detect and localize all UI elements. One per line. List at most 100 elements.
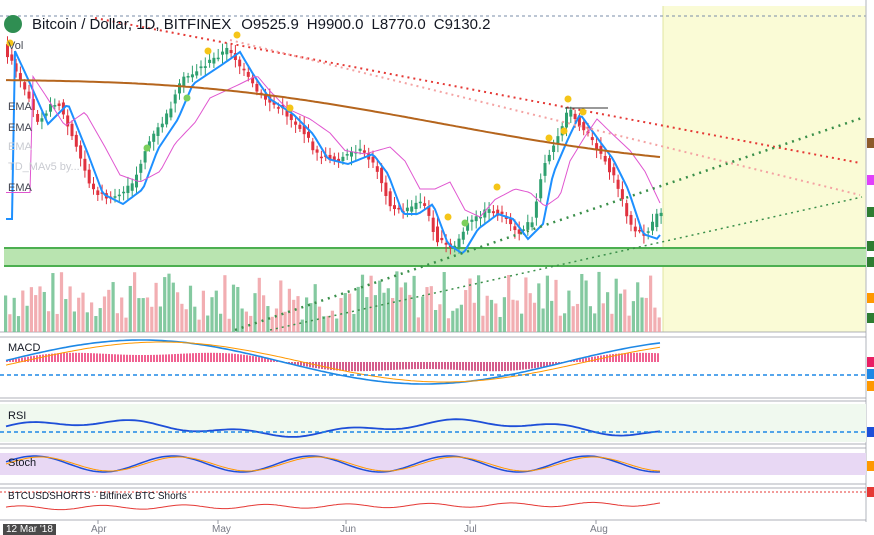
- stoch-band: [0, 453, 866, 475]
- volume-bar: [542, 309, 545, 332]
- macd-histogram-bar: [405, 362, 407, 369]
- candle-body: [539, 179, 542, 198]
- macd-histogram-bar: [195, 353, 197, 362]
- macd-histogram-bar: [375, 362, 377, 371]
- candle-body: [225, 48, 228, 54]
- macd-histogram-bar: [357, 362, 359, 371]
- candle-body: [122, 192, 125, 194]
- macd-histogram-bar: [138, 355, 140, 362]
- volume-bar: [185, 309, 188, 332]
- volume-bar: [597, 272, 600, 332]
- candle-body: [79, 145, 82, 158]
- candle-body: [320, 157, 323, 159]
- macd-histogram-bar: [183, 354, 185, 362]
- legend-ma3[interactable]: EMA: [8, 141, 32, 153]
- macd-histogram-bar: [246, 355, 248, 362]
- volume-bar: [494, 303, 497, 332]
- candle-body: [612, 167, 615, 175]
- volume-bar: [486, 296, 489, 332]
- macd-histogram-bar: [324, 362, 326, 369]
- volume-bar: [537, 283, 540, 332]
- volume-bar: [77, 298, 80, 332]
- candle-body: [277, 107, 280, 109]
- macd-histogram-bar: [114, 354, 116, 362]
- price-axis-tag: [867, 369, 874, 379]
- macd-histogram-bar: [171, 354, 173, 362]
- macd-histogram-bar: [66, 353, 68, 362]
- legend-ma2[interactable]: EMA: [8, 122, 32, 134]
- macd-histogram-bar: [156, 355, 158, 362]
- candle-body: [384, 183, 387, 196]
- future-zone: [663, 6, 866, 332]
- volume-bar: [279, 280, 282, 332]
- macd-histogram-bar: [96, 353, 98, 362]
- low-value: L8770.0: [372, 16, 426, 33]
- candle-body: [208, 60, 211, 63]
- volume-bar: [606, 292, 609, 332]
- macd-histogram-bar: [489, 362, 491, 371]
- candle-body: [625, 203, 628, 216]
- time-label-jun: Jun: [340, 524, 356, 535]
- candle-body: [212, 58, 215, 64]
- volume-bar: [481, 316, 484, 332]
- volume-bar: [296, 296, 299, 332]
- macd-histogram-bar: [207, 353, 209, 362]
- legend-td[interactable]: TD_MAv5 by...: [8, 161, 80, 173]
- candle-body: [363, 150, 366, 152]
- macd-histogram-bar: [75, 353, 77, 362]
- bitcoin-logo-icon: [4, 15, 22, 33]
- macd-histogram-bar: [186, 353, 188, 362]
- macd-histogram-bar: [435, 362, 437, 369]
- macd-histogram-bar: [459, 362, 461, 370]
- volume-bar: [632, 301, 635, 332]
- legend-ma1[interactable]: EMA: [8, 101, 32, 113]
- volume-bar: [477, 275, 480, 332]
- candle-body: [178, 83, 181, 93]
- macd-histogram-bar: [393, 362, 395, 370]
- candle-body: [591, 137, 594, 140]
- macd-histogram-bar: [498, 362, 500, 371]
- stoch-pane-label[interactable]: Stoch: [8, 457, 36, 469]
- macd-histogram-bar: [429, 362, 431, 369]
- volume-bar: [94, 316, 97, 332]
- price-axis-tag: [867, 427, 874, 437]
- price-axis-tag: [867, 138, 874, 148]
- volume-bar: [473, 303, 476, 332]
- legend-ema[interactable]: EMA: [8, 182, 32, 194]
- volume-bar: [348, 294, 351, 332]
- symbol-title[interactable]: Bitcoin / Dollar, 1D, BITFINEX: [32, 16, 231, 33]
- macd-histogram-bar: [123, 355, 125, 362]
- volume-bar: [223, 275, 226, 332]
- macd-pane-label[interactable]: MACD: [8, 342, 40, 354]
- candle-body: [298, 125, 301, 129]
- macd-histogram-bar: [450, 362, 452, 370]
- volume-bar: [150, 307, 153, 332]
- macd-histogram-bar: [63, 353, 65, 362]
- price-axis-tag: [867, 293, 874, 303]
- macd-histogram-bar: [327, 362, 329, 370]
- legend-vol[interactable]: Vol: [8, 40, 23, 52]
- rsi-pane-label[interactable]: RSI: [8, 410, 26, 422]
- volume-bar: [103, 296, 106, 332]
- volume-bar: [137, 298, 140, 332]
- volume-bar: [563, 313, 566, 332]
- volume-bar: [550, 301, 553, 332]
- volume-bar: [335, 319, 338, 332]
- candle-body: [569, 110, 572, 117]
- macd-histogram-bar: [249, 356, 251, 362]
- macd-histogram-bar: [624, 353, 626, 362]
- shorts-pane-label[interactable]: BTCUSDSHORTS · Bitfinex BTC Shorts: [8, 491, 187, 502]
- candle-body: [131, 183, 134, 190]
- candle-body: [28, 92, 31, 99]
- volume-bar: [400, 287, 403, 332]
- price-axis-tag: [867, 207, 874, 217]
- macd-histogram-bar: [162, 355, 164, 362]
- price-axis-tag: [867, 487, 874, 497]
- time-label-may: May: [212, 524, 231, 535]
- volume-bar: [628, 316, 631, 332]
- candle-body: [71, 124, 74, 136]
- macd-histogram-bar: [72, 353, 74, 362]
- volume-bar: [589, 306, 592, 332]
